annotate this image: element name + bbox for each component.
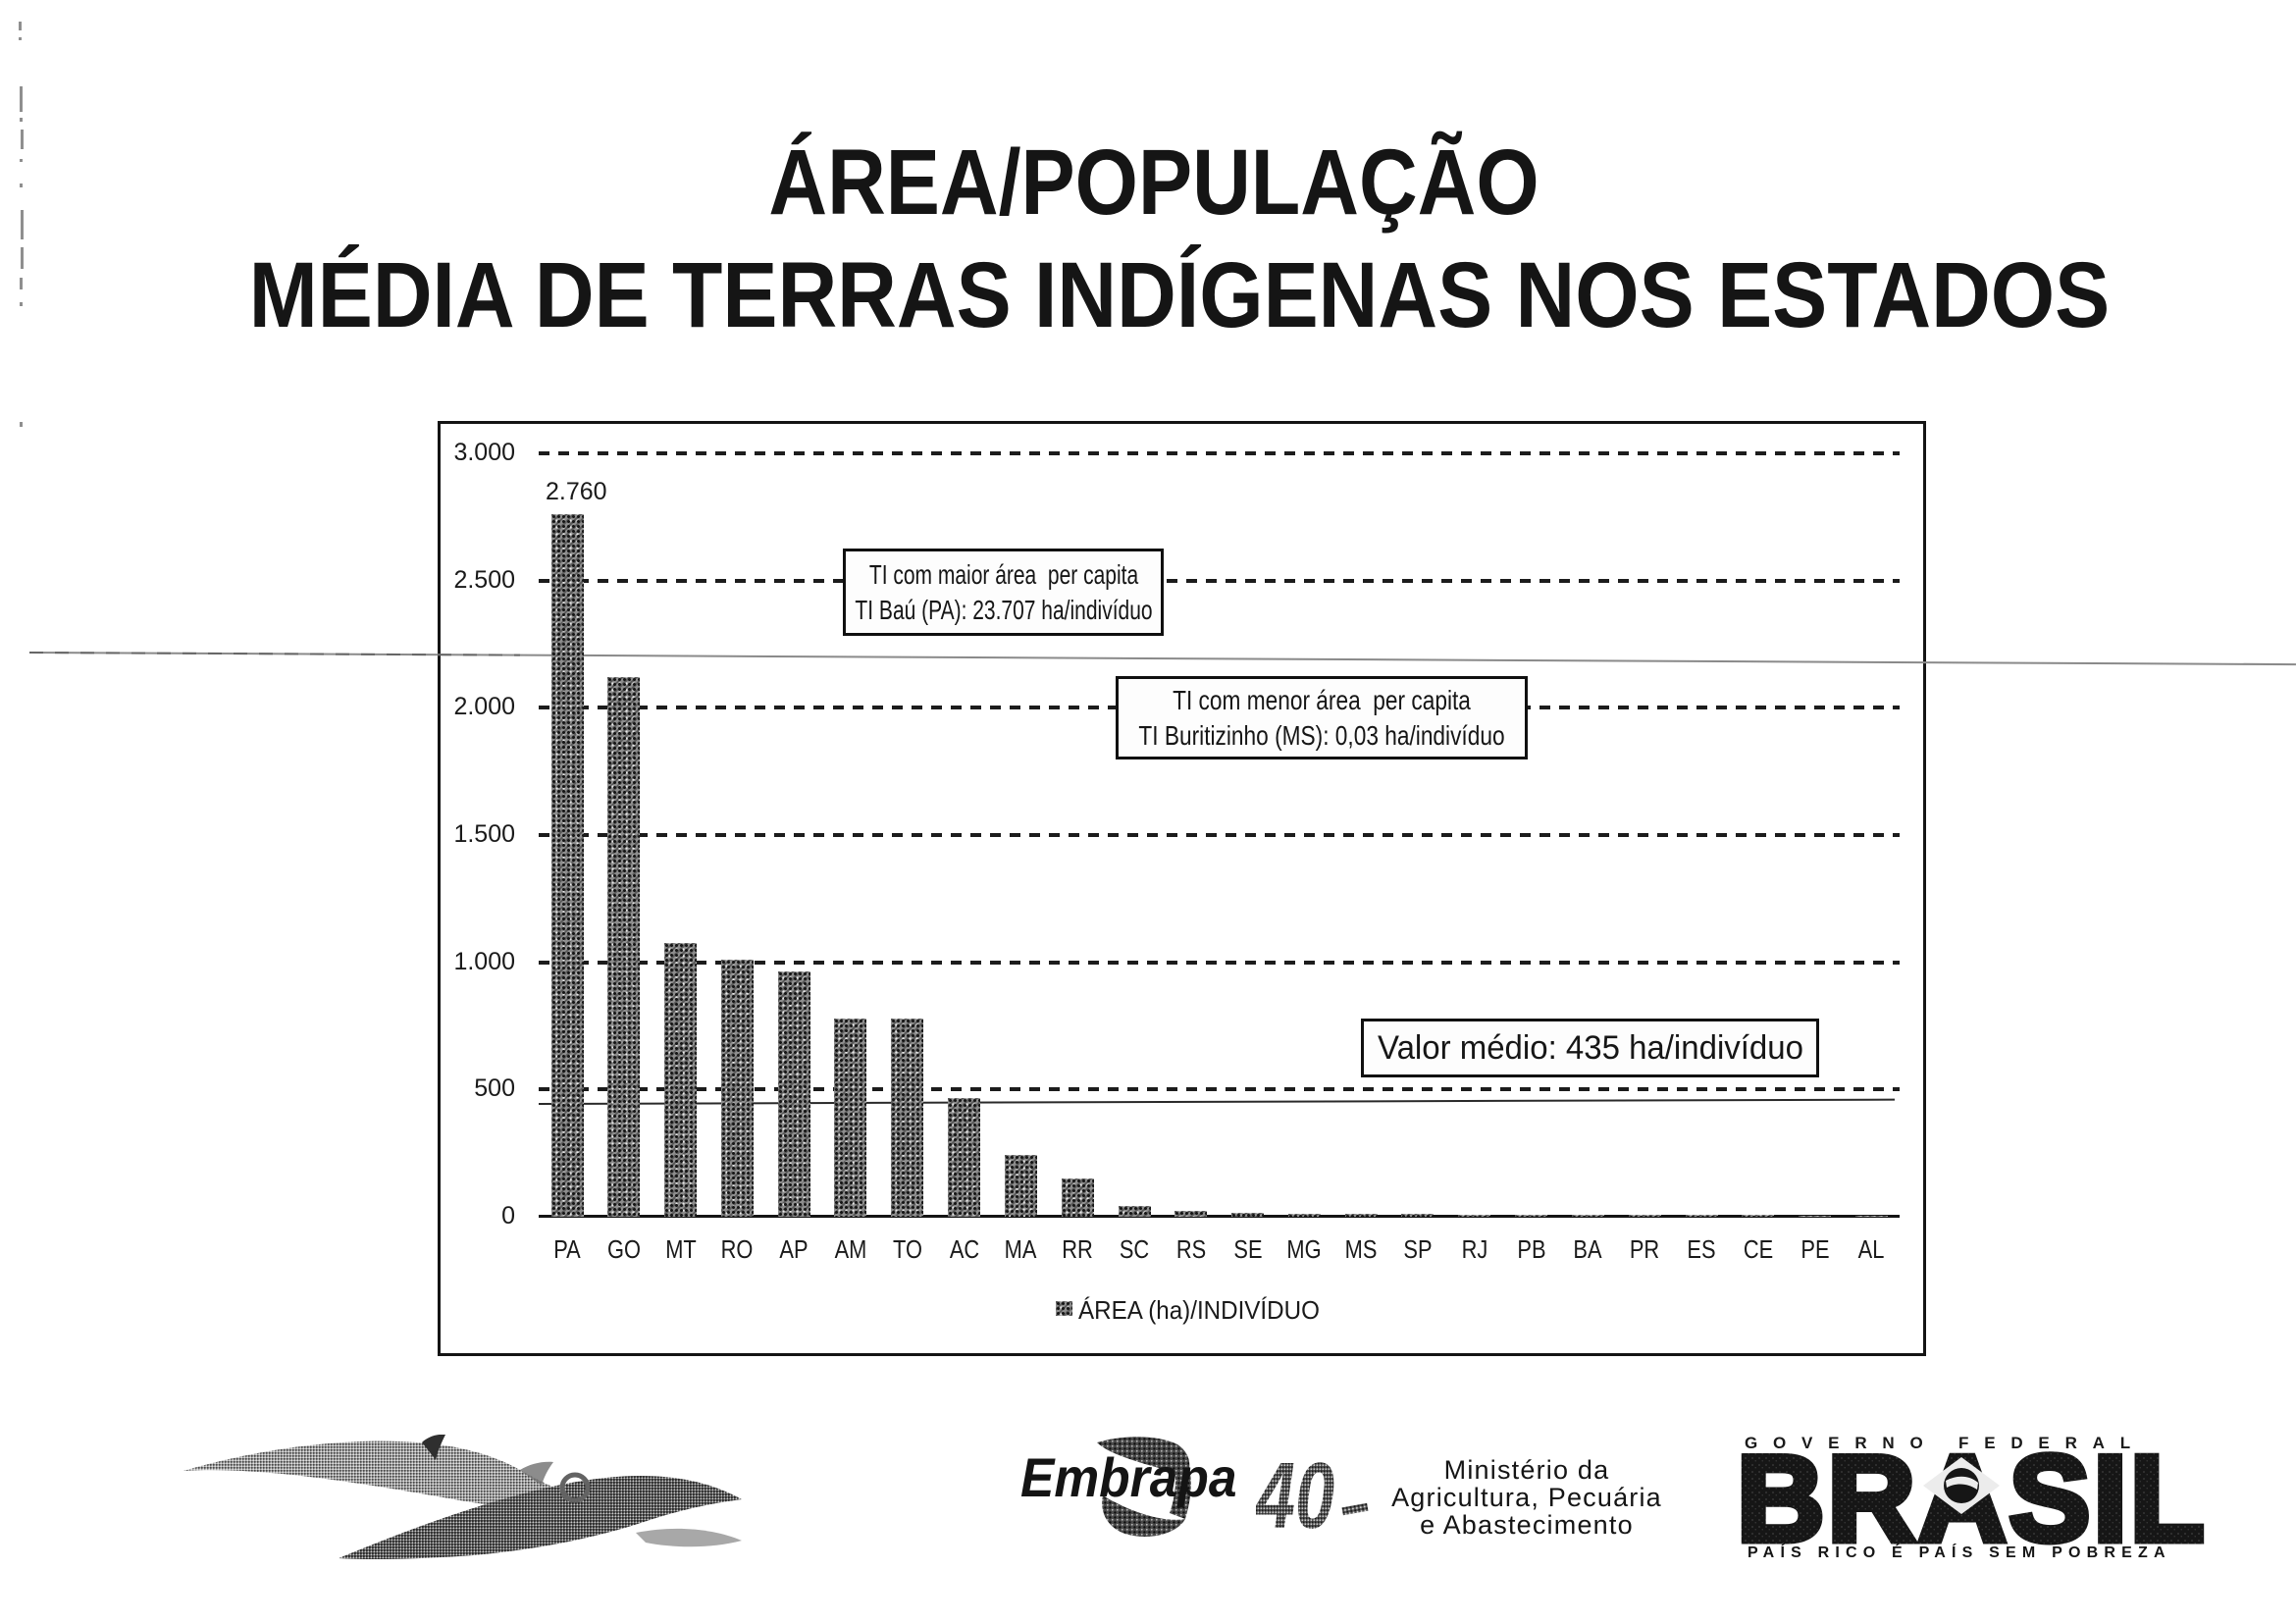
svg-text:40: 40: [1256, 1450, 1334, 1539]
